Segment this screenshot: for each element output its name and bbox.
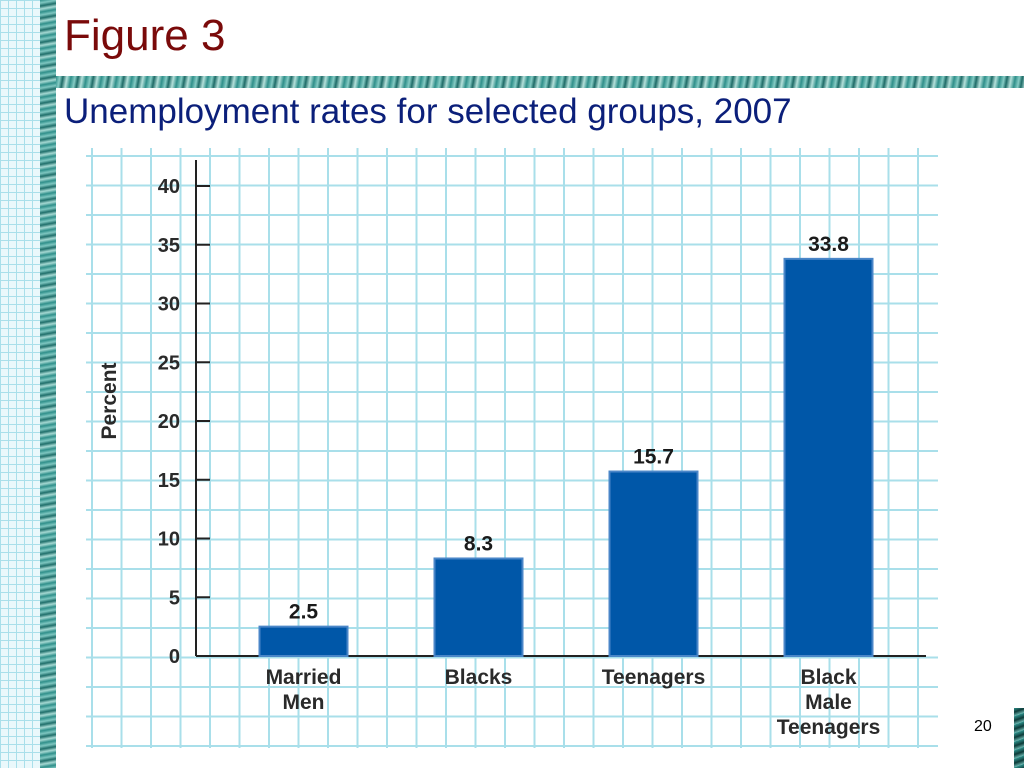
y-tick-label: 5: [169, 587, 180, 609]
bar: [258, 625, 349, 657]
y-tick-label: 40: [158, 176, 180, 198]
bar-value-label: 2.5: [289, 601, 319, 624]
bar: [608, 470, 699, 657]
corner-decoration: [1014, 708, 1024, 768]
y-tick-label: 25: [158, 352, 180, 374]
figure-label: Figure 3: [64, 11, 226, 60]
bar-value-label: 33.8: [808, 233, 849, 256]
bar-value-label: 8.3: [464, 532, 493, 555]
y-axis-label: Percent: [98, 362, 121, 439]
y-tick-label: 20: [158, 411, 180, 433]
y-tick-label: 10: [158, 529, 180, 551]
y-tick-label: 30: [158, 294, 180, 316]
x-category-label: Male: [805, 691, 852, 714]
bar: [433, 557, 524, 658]
y-tick-label: 35: [158, 235, 180, 257]
y-tick-label: 15: [158, 470, 180, 492]
header-background: [56, 0, 1024, 76]
left-decorative-border: [40, 0, 56, 768]
x-category-label: Teenagers: [602, 666, 706, 689]
y-tick-label: 0: [169, 646, 180, 668]
bar-chart: 0 5 10 15 20 25 30 35 40 Percent 2.5 Married Men 8.3 B…: [86, 148, 938, 748]
page-number: 20: [974, 718, 992, 735]
x-category-label: Teenagers: [777, 716, 881, 739]
header-decorative-border: [56, 76, 1024, 88]
x-category-label: Married: [266, 666, 342, 689]
bar-value-label: 15.7: [633, 446, 674, 469]
x-category-label: Black: [800, 666, 856, 689]
bar: [783, 257, 874, 657]
x-category-label: Blacks: [445, 666, 513, 689]
x-category-label: Men: [283, 691, 325, 714]
slide-subtitle: Unemployment rates for selected groups, …: [64, 92, 792, 131]
